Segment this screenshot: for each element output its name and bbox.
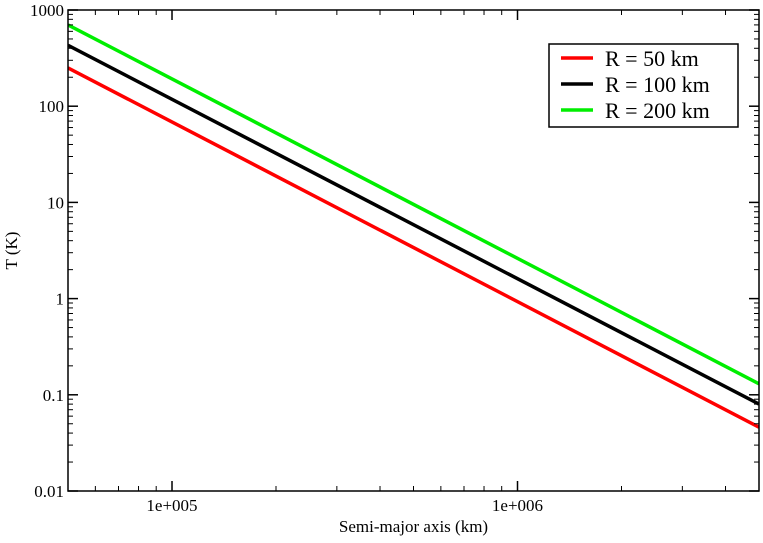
y-axis-title: T (K) [2,232,21,270]
y-tick-label: 100 [39,97,65,116]
series-line-0 [68,66,759,429]
legend-label: R = 200 km [605,98,710,123]
y-tick-label: 1000 [30,1,64,20]
x-axis-title: Semi-major axis (km) [339,517,488,536]
y-tick-label: 10 [47,193,64,212]
y-tick-label: 1 [56,290,65,309]
y-tick-label: 0.01 [34,482,64,501]
legend: R = 50 kmR = 100 kmR = 200 km [548,43,739,128]
ticks-layer: 0.01 0.1 1 10 100 1000 1e+005 1e+006 [30,1,760,515]
x-tick-label: 1e+005 [146,496,197,515]
series-layer [68,23,759,429]
x-tick-label: 1e+006 [492,496,543,515]
legend-label: R = 50 km [605,46,699,71]
series-line-1 [68,43,759,406]
legend-label: R = 100 km [605,72,710,97]
y-tick-label: 0.1 [43,386,64,405]
series-line-2 [68,23,759,386]
